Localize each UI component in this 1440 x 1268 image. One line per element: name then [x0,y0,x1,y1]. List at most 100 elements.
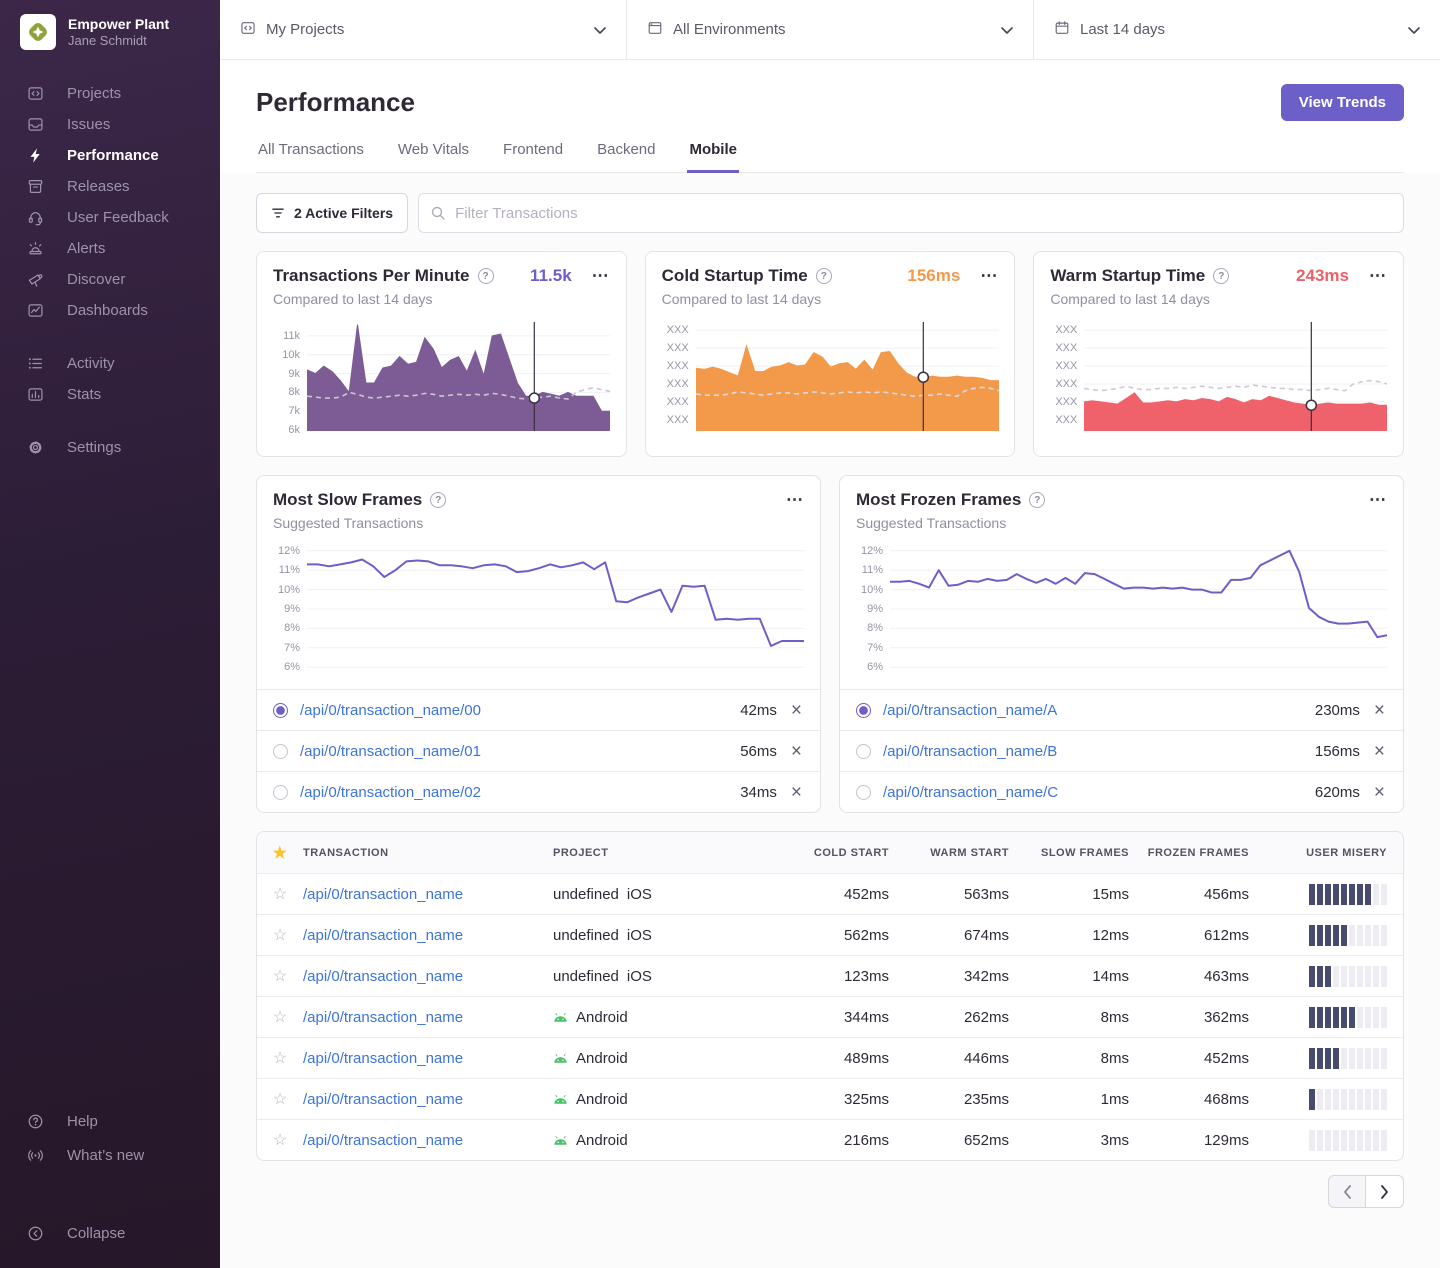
android-icon [553,1092,568,1107]
transaction-link[interactable]: /api/0/transaction_name/02 [300,783,481,801]
environment-selector[interactable]: All Environments [626,0,1033,59]
star-icon[interactable]: ☆ [272,968,288,985]
cold-startup-chart [695,319,999,431]
transaction-radio[interactable] [273,743,288,759]
suggested-transaction-row: /api/0/transaction_name/C 620ms × [840,771,1403,812]
sidebar-item-help[interactable]: Help [0,1104,220,1138]
context-menu-icon[interactable]: ⋯ [980,266,999,285]
close-icon[interactable]: × [790,781,802,803]
user-name: Jane Schmidt [68,33,147,48]
star-icon[interactable]: ☆ [272,1050,288,1067]
transaction-radio[interactable] [856,784,871,800]
transaction-link[interactable]: /api/0/transaction_name [303,1090,464,1108]
transaction-radio[interactable] [856,702,871,718]
star-icon[interactable]: ☆ [272,886,288,903]
sidebar-item-what-s-new[interactable]: What’s new [0,1138,220,1172]
sidebar-item-dashboards[interactable]: Dashboards [0,295,220,326]
sidebar-item-activity[interactable]: Activity [0,348,220,379]
org-switcher[interactable]: Empower Plant Jane Schmidt [0,0,220,50]
sidebar-item-user-feedback[interactable]: User Feedback [0,202,220,233]
previous-page-button[interactable] [1328,1175,1366,1208]
cold-start-value: 562ms [843,926,889,944]
collapse-icon [26,1224,44,1242]
chevron-down-icon [1001,21,1013,38]
tab-backend[interactable]: Backend [597,141,656,158]
help-icon[interactable]: ? [815,268,832,284]
transaction-link[interactable]: /api/0/transaction_name/B [883,742,1058,760]
sidebar-item-projects[interactable]: Projects [0,78,220,109]
star-icon[interactable]: ★ [272,844,288,862]
sidebar-nav-footer: Help What’s new [0,1104,220,1172]
transactions-table: ★ TRANSACTION PROJECT COLD START WARM ST… [256,831,1404,1161]
warm-start-value: 563ms [963,885,1009,903]
sidebar-item-label: Discover [67,271,126,288]
view-trends-button[interactable]: View Trends [1280,84,1404,121]
project-selector-label: My Projects [266,21,345,38]
table-row: ☆ /api/0/transaction_name Android 216ms 652m… [257,1119,1403,1160]
transaction-link[interactable]: /api/0/transaction_name [303,967,464,985]
transaction-link[interactable]: /api/0/transaction_name [303,1008,464,1026]
transaction-link[interactable]: /api/0/transaction_name/00 [300,701,481,719]
transaction-radio[interactable] [273,784,288,800]
sidebar-item-collapse[interactable]: Collapse [0,1216,220,1250]
user-misery-bars [1309,1129,1387,1151]
sidebar-item-releases[interactable]: Releases [0,171,220,202]
star-icon[interactable]: ☆ [272,1091,288,1108]
transaction-link[interactable]: /api/0/transaction_name [303,926,464,944]
sidebar-item-performance[interactable]: Performance [0,140,220,171]
transaction-link[interactable]: /api/0/transaction_name/01 [300,742,481,760]
releases-icon [26,178,44,196]
transaction-radio[interactable] [273,702,288,718]
help-icon[interactable]: ? [1029,492,1046,508]
search-input[interactable] [418,193,1404,233]
frozen-frames-transaction-list: /api/0/transaction_name/A 230ms ×/api/0/tr… [840,689,1403,812]
context-menu-icon[interactable]: ⋯ [1369,490,1387,509]
tab-frontend[interactable]: Frontend [503,141,564,158]
daterange-selector-label: Last 14 days [1080,21,1166,38]
project-name: iOS [626,967,652,985]
transaction-duration: 56ms [740,742,777,760]
tab-web-vitals[interactable]: Web Vitals [397,141,470,158]
sidebar-item-stats[interactable]: Stats [0,379,220,410]
transaction-radio[interactable] [856,743,871,759]
star-icon[interactable]: ☆ [272,1009,288,1026]
tab-all-transactions[interactable]: All Transactions [258,141,364,158]
help-icon[interactable]: ? [430,492,447,508]
sidebar-item-settings[interactable]: Settings [0,432,220,463]
help-icon[interactable]: ? [477,268,494,284]
project-selector[interactable]: My Projects [220,0,626,59]
transaction-link[interactable]: /api/0/transaction_name/C [883,783,1059,801]
tab-mobile[interactable]: Mobile [687,141,739,173]
sidebar-item-label: Releases [67,178,130,195]
chevron-right-icon [1381,1184,1388,1199]
star-icon[interactable]: ☆ [272,927,288,944]
transaction-link[interactable]: /api/0/transaction_name [303,1131,464,1149]
y-axis: 12% 11% 10% 9% 8% 7% 6% [860,544,883,674]
close-icon[interactable]: × [1373,699,1385,721]
card-value: 11.5k [530,266,572,285]
next-page-button[interactable] [1366,1175,1404,1208]
sidebar: Empower Plant Jane Schmidt Projects Issue… [0,0,220,1268]
context-menu-icon[interactable]: ⋯ [591,266,610,285]
close-icon[interactable]: × [790,699,802,721]
transaction-link[interactable]: /api/0/transaction_name [303,885,464,903]
transaction-link[interactable]: /api/0/transaction_name [303,1049,464,1067]
sidebar-item-label: Projects [67,85,122,102]
sidebar-item-discover[interactable]: Discover [0,264,220,295]
context-menu-icon[interactable]: ⋯ [1368,266,1387,285]
table-row: ☆ /api/0/transaction_name Android 344ms 262m… [257,996,1403,1037]
star-icon[interactable]: ☆ [272,1132,288,1149]
help-icon[interactable]: ? [1213,268,1230,284]
close-icon[interactable]: × [1373,781,1385,803]
sidebar-item-issues[interactable]: Issues [0,109,220,140]
user-misery-bars [1309,1088,1387,1110]
daterange-selector[interactable]: Last 14 days [1033,0,1440,59]
context-menu-icon[interactable]: ⋯ [786,490,804,509]
close-icon[interactable]: × [790,740,802,762]
card-title: Cold Startup Time [661,266,808,285]
transaction-link[interactable]: /api/0/transaction_name/A [883,701,1058,719]
close-icon[interactable]: × [1373,740,1385,762]
active-filters-button[interactable]: 2 Active Filters [256,193,409,233]
slow-frames-value: 1ms [1100,1090,1129,1108]
sidebar-item-alerts[interactable]: Alerts [0,233,220,264]
